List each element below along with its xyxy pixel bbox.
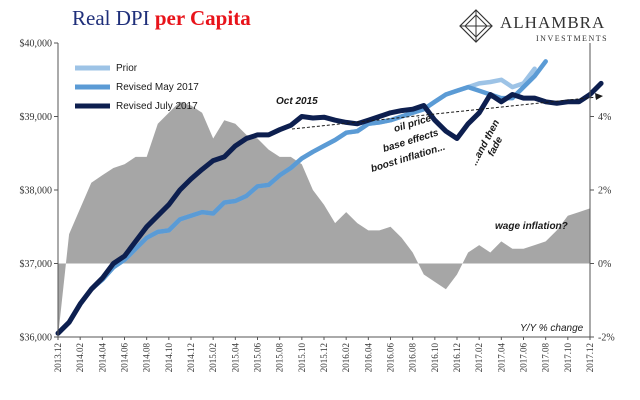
x-tick-label: 2014.04 — [97, 343, 107, 373]
x-tick-label: 2016.12 — [452, 343, 462, 372]
yoy-change-area — [58, 101, 590, 337]
title-part-1: Real DPI — [72, 6, 150, 30]
left-tick-label: $38,000 — [20, 186, 53, 197]
x-tick-label: 2015.12 — [319, 343, 329, 372]
x-tick-label: 2017.08 — [541, 343, 551, 373]
x-tick-label: 2014.10 — [164, 343, 174, 373]
x-tick-label: 2016.06 — [386, 343, 396, 373]
annotation-arrow-head-icon — [595, 93, 603, 100]
right-tick-label: -2% — [598, 333, 615, 344]
x-tick-label: 2017.12 — [585, 343, 595, 372]
x-axis-ticks: 2013.12 2014.02 2014.04 2014.06 2014.08 2014.… — [53, 337, 595, 372]
legend-label-revised-july: Revised July 2017 — [116, 101, 198, 112]
x-tick-label: 2013.12 — [53, 343, 63, 372]
x-tick-label: 2015.04 — [230, 343, 240, 373]
lines-layer — [55, 59, 604, 336]
x-tick-label: 2014.06 — [120, 343, 130, 373]
logo-name: ALHAMBRA — [500, 13, 605, 32]
logo-subtitle: INVESTMENTS — [536, 34, 608, 43]
left-tick-label: $39,000 — [20, 112, 53, 123]
x-tick-label: 2016.02 — [341, 343, 351, 372]
yoy-area-layer — [58, 101, 590, 337]
chart-title: Real DPI per Capita — [72, 6, 251, 31]
x-tick-label: 2015.08 — [275, 343, 285, 373]
x-tick-label: 2017.10 — [563, 343, 573, 373]
x-tick-label: 2017.06 — [519, 343, 529, 373]
x-tick-label: 2017.04 — [496, 343, 506, 373]
left-tick-label: $36,000 — [20, 333, 53, 344]
x-tick-label: 2014.02 — [75, 343, 85, 372]
x-tick-label: 2015.02 — [208, 343, 218, 372]
alhambra-logo: ALHAMBRA INVESTMENTS — [459, 9, 608, 43]
annotation-yoy-label: Y/Y % change — [520, 323, 584, 334]
annotation-oct-2015: Oct 2015 — [276, 96, 318, 107]
legend-label-revised-may: Revised May 2017 — [116, 82, 199, 93]
legend-label-prior: Prior — [116, 63, 138, 74]
x-tick-label: 2017.02 — [474, 343, 484, 372]
x-tick-label: 2016.10 — [430, 343, 440, 373]
x-tick-label: 2014.12 — [186, 343, 196, 372]
right-axis-ticks: -2% 0% 2% 4% — [590, 112, 615, 344]
x-tick-label: 2014.08 — [142, 343, 152, 373]
x-tick-label: 2016.08 — [408, 343, 418, 373]
annotation-wage-inflation: wage inflation? — [495, 221, 568, 232]
series-line-revised-july-2017 — [55, 80, 604, 336]
x-tick-label: 2015.10 — [297, 343, 307, 373]
right-tick-label: 0% — [598, 259, 611, 270]
title-part-2: per Capita — [154, 6, 251, 30]
left-tick-label: $37,000 — [20, 259, 53, 270]
series-line-revised-may-2017 — [55, 59, 548, 336]
right-tick-label: 4% — [598, 112, 611, 123]
left-axis-ticks: $36,000 $37,000 $38,000 $39,000 $40,000 — [20, 39, 58, 344]
x-tick-label: 2015.06 — [253, 343, 263, 373]
right-tick-label: 2% — [598, 186, 611, 197]
logo-emblem-icon — [459, 9, 493, 43]
annotation-dashed-arrow — [291, 96, 598, 130]
legend: Prior Revised May 2017 Revised July 2017 — [75, 63, 199, 112]
left-tick-label: $40,000 — [20, 39, 53, 50]
x-tick-label: 2016.04 — [363, 343, 373, 373]
